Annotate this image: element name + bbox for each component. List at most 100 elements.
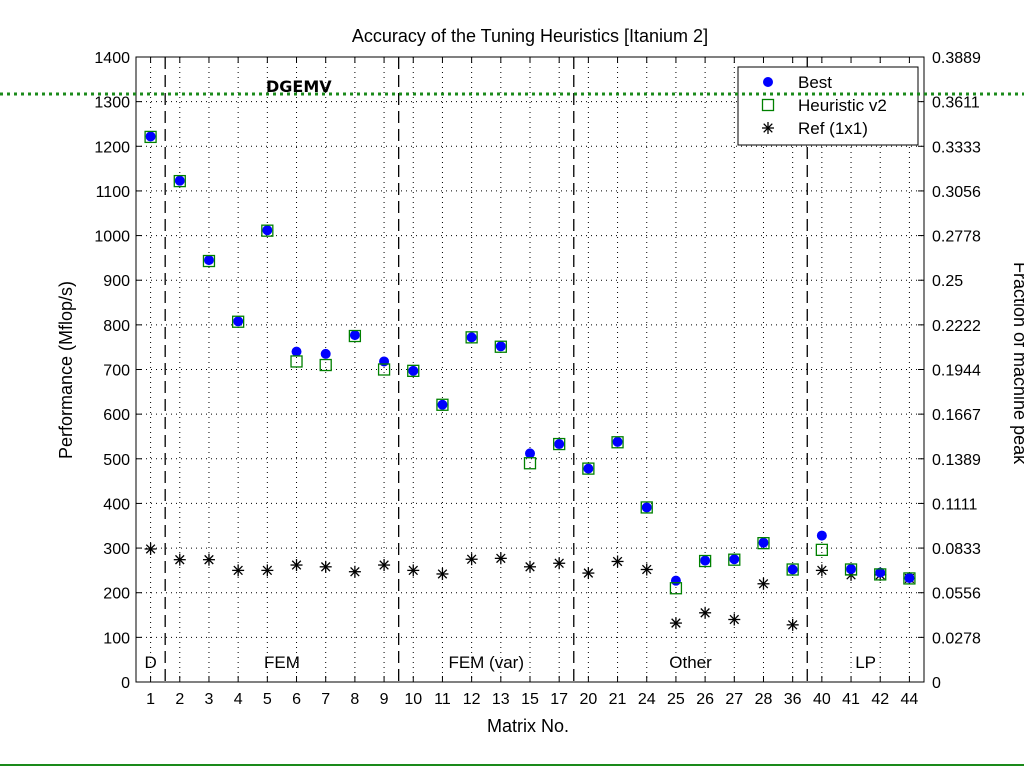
grid bbox=[136, 56, 924, 683]
x-tick-label: 25 bbox=[667, 691, 685, 708]
point-heuristic-v2 bbox=[669, 582, 683, 595]
y-tick-label: 600 bbox=[103, 407, 130, 424]
y2-tick-label: 0.3611 bbox=[932, 95, 980, 112]
x-tick-label: 13 bbox=[492, 691, 510, 708]
y2-tick-label: 0.2222 bbox=[932, 318, 981, 335]
y-tick-label: 300 bbox=[103, 541, 130, 558]
group-label: Other bbox=[669, 653, 712, 672]
point-ref-1x1 bbox=[728, 613, 741, 626]
y-tick-label: 200 bbox=[103, 586, 130, 603]
point-best bbox=[174, 175, 185, 186]
y2-tick-label: 0.0556 bbox=[932, 586, 981, 603]
point-ref-1x1 bbox=[699, 606, 712, 619]
point-best bbox=[495, 341, 506, 352]
point-best bbox=[233, 316, 244, 327]
y-tick-label: 1000 bbox=[94, 229, 130, 246]
point-ref-1x1 bbox=[465, 553, 478, 566]
point-heuristic-v2 bbox=[844, 563, 858, 576]
y2-tick-label: 0.0278 bbox=[932, 630, 981, 647]
point-heuristic-v2 bbox=[261, 224, 274, 237]
legend-label-heuristic-v2: Heuristic v2 bbox=[798, 96, 887, 115]
x-tick-label: 1 bbox=[146, 691, 155, 708]
point-ref-1x1 bbox=[348, 565, 361, 578]
point-best bbox=[554, 439, 565, 450]
y2-tick-label: 0.1667 bbox=[932, 407, 981, 424]
point-heuristic-v2 bbox=[582, 462, 595, 475]
point-ref-1x1 bbox=[669, 617, 682, 630]
x-tick-label: 3 bbox=[205, 691, 214, 708]
point-best bbox=[145, 131, 156, 142]
point-heuristic-v2 bbox=[786, 563, 799, 576]
y2-tick-label: 0.3056 bbox=[932, 184, 981, 201]
x-tick-label: 7 bbox=[321, 691, 330, 708]
point-best bbox=[700, 555, 711, 566]
x-tick-label: 42 bbox=[871, 691, 889, 708]
point-ref-1x1 bbox=[640, 563, 653, 576]
y-tick-label: 1300 bbox=[94, 95, 130, 112]
x-tick-label: 26 bbox=[696, 691, 714, 708]
y-axis-title: Performance (Mflop/s) bbox=[56, 281, 76, 459]
point-best bbox=[466, 332, 477, 343]
point-heuristic-v2 bbox=[757, 537, 770, 550]
point-heuristic-v2 bbox=[173, 174, 186, 188]
y-tick-label: 1400 bbox=[94, 50, 130, 67]
point-heuristic-v2 bbox=[611, 436, 624, 449]
legend-marker-heuristic-v2 bbox=[761, 98, 775, 112]
group-separators bbox=[164, 57, 808, 682]
point-best bbox=[758, 537, 769, 548]
group-label: FEM bbox=[264, 653, 300, 672]
point-heuristic-v2 bbox=[698, 554, 712, 568]
point-heuristic-v2 bbox=[874, 568, 887, 581]
point-ref-1x1 bbox=[524, 560, 536, 573]
y2-tick-label: 0.1944 bbox=[932, 363, 981, 380]
y2-tick-label: 0.0833 bbox=[932, 541, 981, 558]
point-ref-1x1 bbox=[290, 559, 303, 572]
x-tick-label: 21 bbox=[609, 691, 627, 708]
point-heuristic-v2 bbox=[553, 437, 566, 451]
point-best bbox=[729, 554, 740, 565]
x-tick-label: 44 bbox=[901, 691, 919, 708]
y-tick-label: 800 bbox=[103, 318, 130, 335]
legend-label-best: Best bbox=[798, 73, 832, 92]
point-ref-1x1 bbox=[173, 553, 186, 566]
point-ref-1x1 bbox=[786, 618, 799, 631]
point-best bbox=[203, 255, 214, 266]
y-tick-label: 900 bbox=[103, 273, 130, 290]
point-best bbox=[670, 575, 681, 586]
point-heuristic-v2 bbox=[903, 572, 916, 585]
point-heuristic-v2 bbox=[348, 329, 362, 343]
point-ref-1x1 bbox=[232, 564, 245, 577]
group-labels: D FEM FEM (var) Other LP bbox=[144, 653, 876, 672]
point-best bbox=[262, 225, 273, 236]
point-best bbox=[349, 330, 360, 341]
data-markers bbox=[144, 130, 916, 631]
point-ref-1x1 bbox=[494, 552, 507, 565]
point-ref-1x1 bbox=[407, 564, 420, 577]
point-ref-1x1 bbox=[611, 555, 624, 568]
point-heuristic-v2 bbox=[144, 130, 157, 144]
point-ref-1x1 bbox=[757, 577, 770, 590]
point-heuristic-v2 bbox=[407, 364, 420, 377]
chart-title: Accuracy of the Tuning Heuristics [Itani… bbox=[352, 26, 708, 46]
x-tick-label: 8 bbox=[350, 691, 359, 708]
y-tick-label: 500 bbox=[103, 452, 130, 469]
y-tick-label: 0 bbox=[121, 675, 130, 692]
x-tick-label: 15 bbox=[521, 691, 539, 708]
x-tick-label: 5 bbox=[263, 691, 272, 708]
point-best bbox=[612, 436, 623, 447]
point-ref-1x1 bbox=[815, 564, 828, 577]
point-best bbox=[787, 564, 798, 575]
point-heuristic-v2 bbox=[815, 543, 829, 557]
point-ref-1x1 bbox=[553, 557, 566, 570]
point-best bbox=[291, 346, 302, 357]
point-heuristic-v2 bbox=[202, 254, 216, 268]
plot-area bbox=[135, 56, 925, 683]
point-heuristic-v2 bbox=[231, 315, 245, 328]
point-heuristic-v2 bbox=[640, 501, 653, 514]
point-ref-1x1 bbox=[582, 567, 595, 580]
point-best bbox=[525, 448, 535, 459]
y-tick-label: 1200 bbox=[94, 139, 130, 156]
point-best bbox=[320, 348, 331, 359]
point-ref-1x1 bbox=[319, 560, 332, 573]
